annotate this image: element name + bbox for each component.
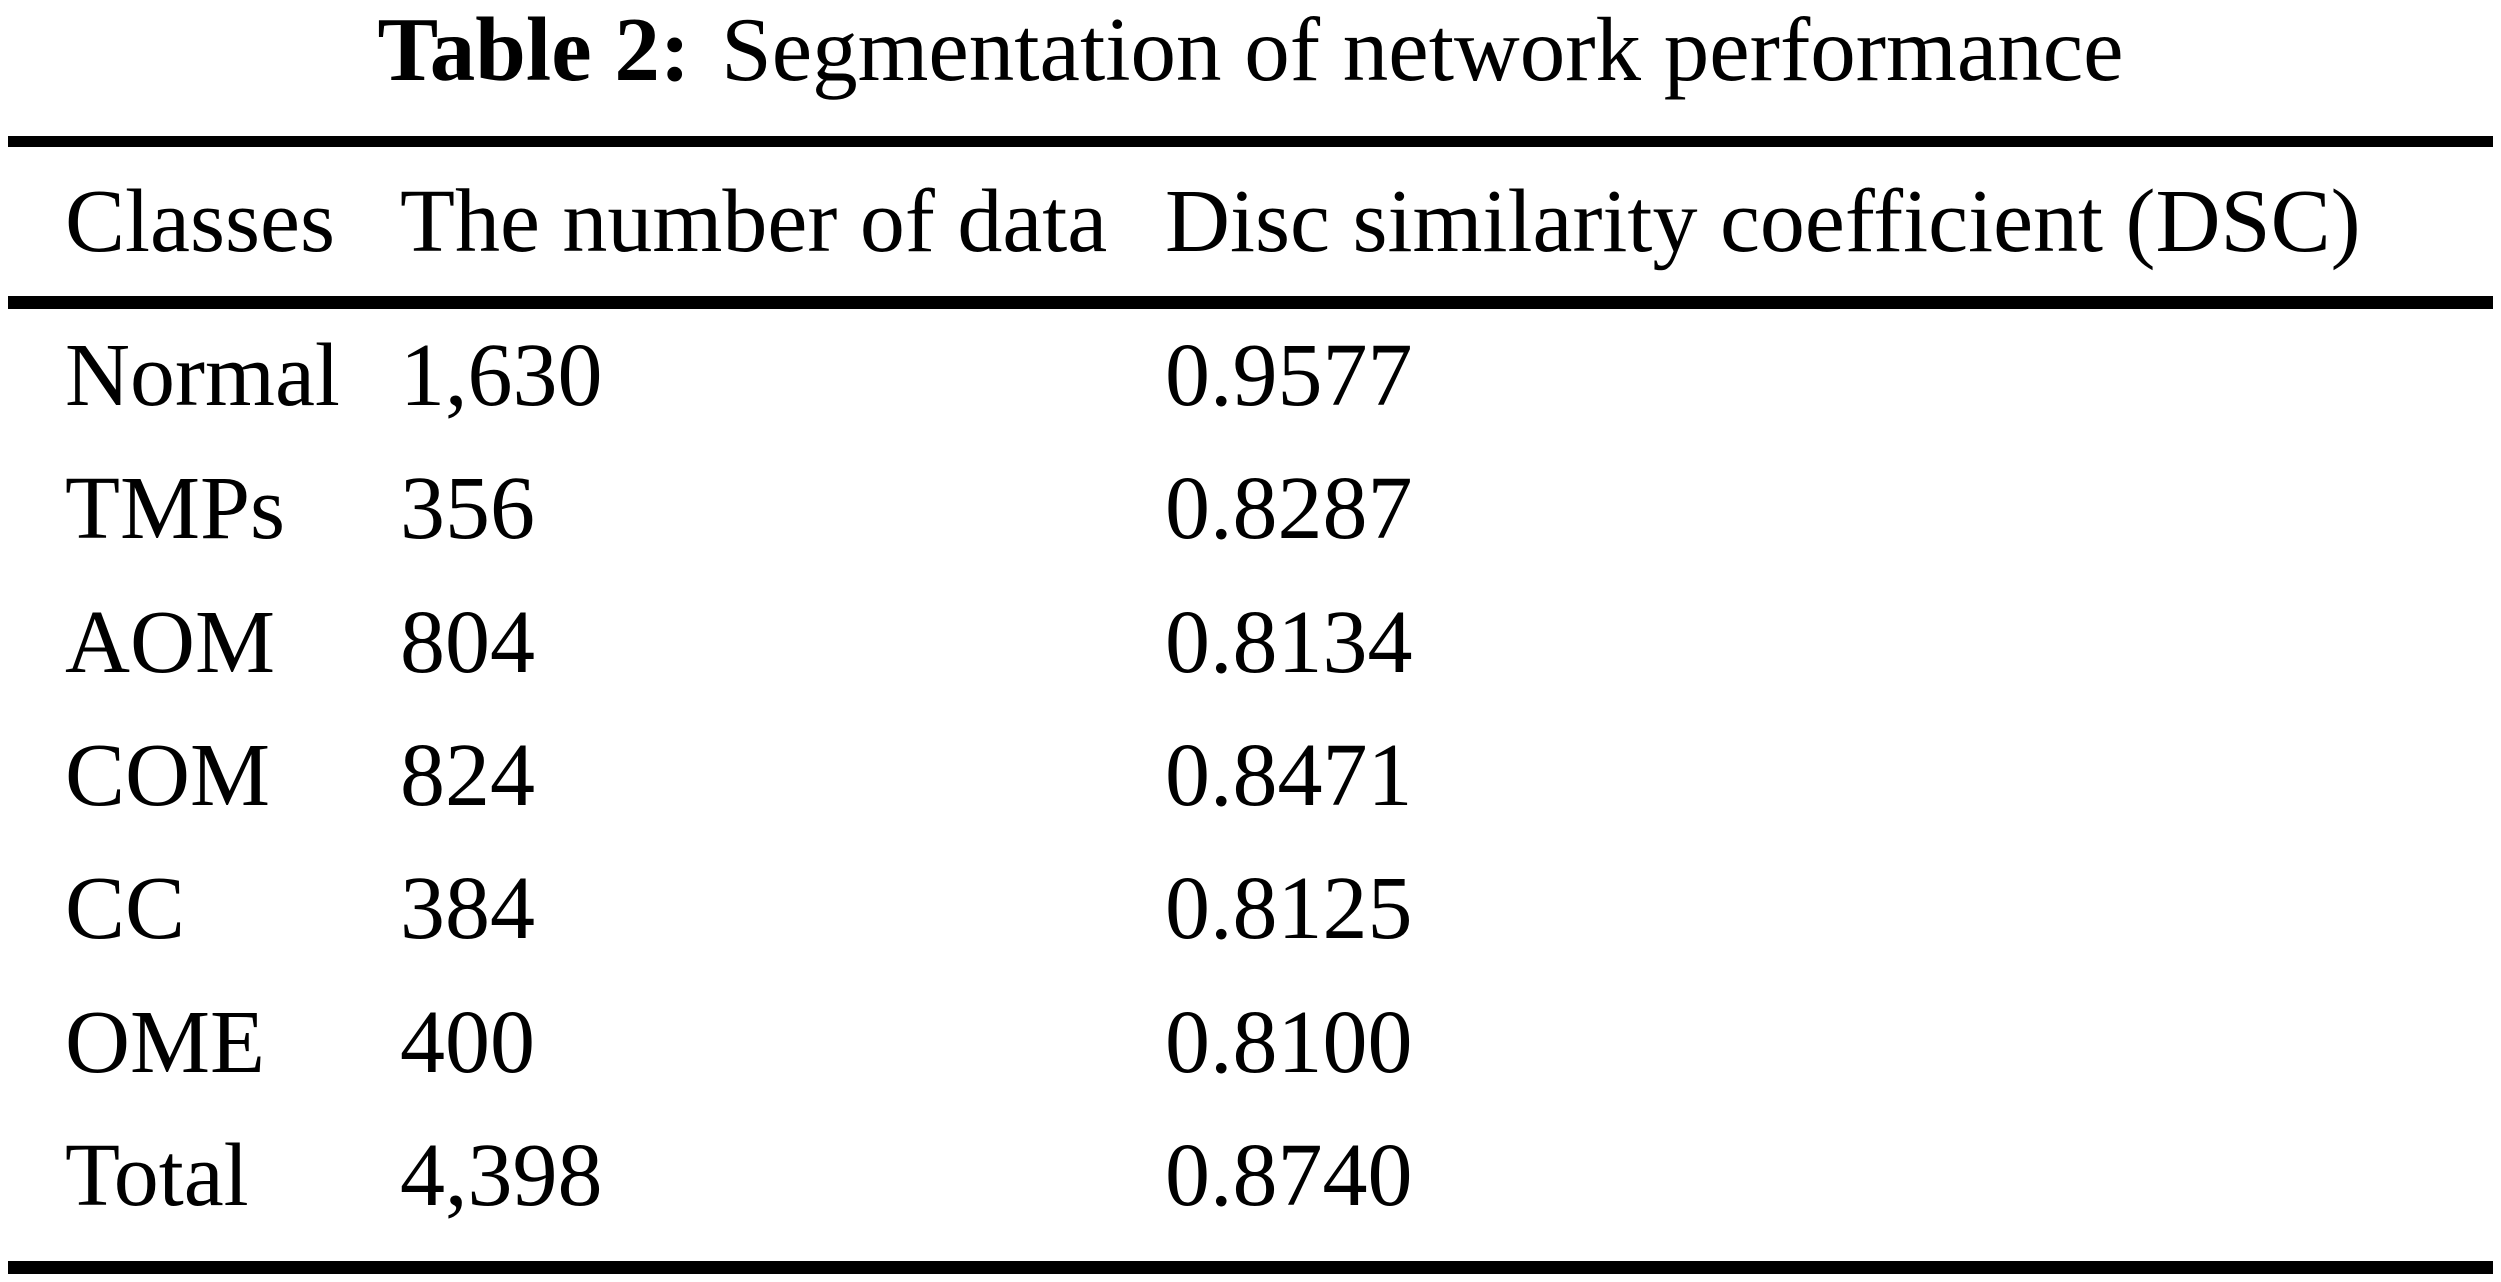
table-bottom-rule [8, 1261, 2493, 1274]
table-header-rule [8, 296, 2493, 309]
count-cell: 356 [400, 459, 535, 559]
class-cell: Normal [65, 325, 340, 425]
table-top-rule [8, 136, 2493, 147]
column-header-count: The number of data [400, 171, 1108, 271]
table-header-row: Classes The number of data Disc similari… [65, 147, 2471, 296]
table-caption: Table 2: Segmentation of network performa… [0, 0, 2501, 100]
table-row: AOM 804 0.8134 [65, 576, 2471, 709]
dsc-cell: 0.8125 [1165, 859, 1413, 959]
class-cell: CC [65, 859, 186, 959]
dsc-cell: 0.8740 [1165, 1126, 1413, 1226]
dsc-cell: 0.8471 [1165, 725, 1413, 825]
table-row: Normal 1,630 0.9577 [65, 309, 2471, 442]
dsc-cell: 0.8287 [1165, 459, 1413, 559]
table-caption-text: Segmentation of network performance [721, 0, 2124, 100]
column-header-dsc: Disc similarity coefficient (DSC) [1165, 171, 2361, 271]
class-cell: Total [65, 1126, 249, 1226]
table-body: Normal 1,630 0.9577 TMPs 356 0.8287 AOM … [65, 309, 2471, 1243]
class-cell: AOM [65, 592, 276, 692]
table-caption-label: Table 2: [377, 0, 691, 100]
dsc-cell: 0.9577 [1165, 325, 1413, 425]
class-cell: OME [65, 992, 265, 1092]
class-cell: TMPs [65, 459, 286, 559]
table-row: Total 4,398 0.8740 [65, 1110, 2471, 1243]
count-cell: 804 [400, 592, 535, 692]
count-cell: 824 [400, 725, 535, 825]
class-cell: COM [65, 725, 271, 825]
table-row: TMPs 356 0.8287 [65, 442, 2471, 575]
table-row: COM 824 0.8471 [65, 709, 2471, 842]
column-header-classes: Classes [65, 171, 335, 271]
dsc-cell: 0.8134 [1165, 592, 1413, 692]
count-cell: 4,398 [400, 1126, 603, 1226]
count-cell: 400 [400, 992, 535, 1092]
table-row: CC 384 0.8125 [65, 843, 2471, 976]
table-row: OME 400 0.8100 [65, 976, 2471, 1109]
dsc-cell: 0.8100 [1165, 992, 1413, 1092]
count-cell: 1,630 [400, 325, 603, 425]
count-cell: 384 [400, 859, 535, 959]
